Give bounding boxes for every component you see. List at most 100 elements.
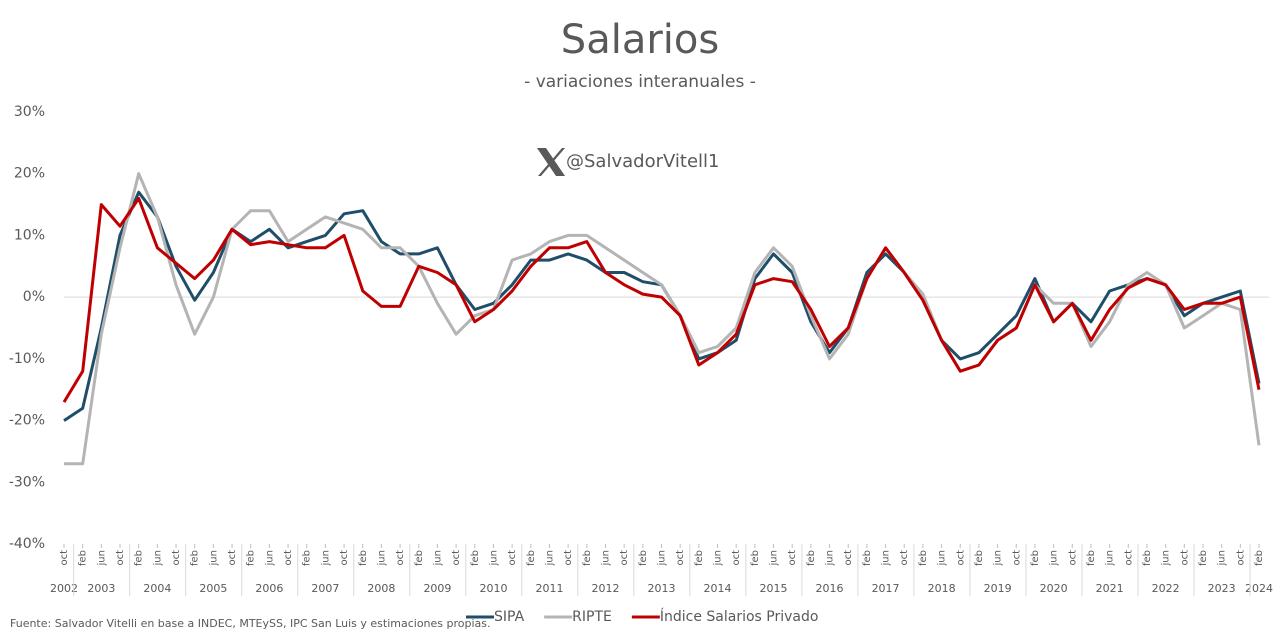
x-tick-label: oct <box>507 550 518 566</box>
x-tick-label: jun <box>993 550 1004 566</box>
x-tick-label: feb <box>526 550 537 566</box>
year-label: 2007 <box>311 582 339 595</box>
x-tick-label: jun <box>1217 550 1228 566</box>
year-label: 2021 <box>1096 582 1124 595</box>
x-tick-label: jun <box>600 550 611 566</box>
year-label: 2024 <box>1245 582 1273 595</box>
year-label: 2022 <box>1152 582 1180 595</box>
legend-label: RIPTE <box>572 609 612 625</box>
series-line <box>62 196 1261 403</box>
legend-label: Índice Salarios Privado <box>660 608 819 625</box>
x-tick-label: feb <box>974 550 985 566</box>
x-tick-label: oct <box>1067 550 1078 566</box>
x-tick-label: oct <box>1123 550 1134 566</box>
x-tick-label: jun <box>208 550 219 566</box>
chart-subtitle: - variaciones interanuales - <box>524 72 756 92</box>
year-label: 2003 <box>87 582 115 595</box>
x-tick-label: oct <box>563 550 574 566</box>
x-tick-label: oct <box>675 550 686 566</box>
y-tick-label: -20% <box>9 413 45 429</box>
x-tick-label: oct <box>451 550 462 566</box>
y-tick-label: -10% <box>9 351 45 367</box>
x-tick-label: feb <box>1086 550 1097 566</box>
x-tick-label: feb <box>1030 550 1041 566</box>
x-tick-label: feb <box>638 550 649 566</box>
x-tick-label: oct <box>283 550 294 566</box>
series-line <box>63 190 1261 422</box>
y-tick-label: 20% <box>14 166 45 182</box>
year-label: 2010 <box>479 582 507 595</box>
series-line <box>64 172 1261 466</box>
source-note: Fuente: Salvador Vitelli en base a INDEC… <box>10 617 491 630</box>
x-tick-label: jun <box>1105 550 1116 566</box>
x-tick-label: feb <box>806 550 817 566</box>
x-tick-label: feb <box>1254 550 1265 566</box>
x-tick-label: jun <box>376 550 387 566</box>
year-label: 2004 <box>143 582 171 595</box>
x-tick-label: feb <box>358 550 369 566</box>
year-label: 2023 <box>1208 582 1236 595</box>
year-label: 2008 <box>367 582 395 595</box>
x-tick-label: feb <box>190 550 201 566</box>
x-tick-label: oct <box>731 550 742 566</box>
x-tick-label: jun <box>769 550 780 566</box>
x-tick-label: feb <box>78 550 89 566</box>
x-tick-label: oct <box>1011 550 1022 566</box>
y-tick-label: 0% <box>23 289 45 305</box>
x-logo <box>537 148 565 176</box>
year-label: 2005 <box>199 582 227 595</box>
y-tick-label: 10% <box>14 227 45 243</box>
year-label: 2017 <box>872 582 900 595</box>
legend-label: SIPA <box>494 609 525 625</box>
x-tick-label: feb <box>862 550 873 566</box>
x-tick-label: jun <box>1161 550 1172 566</box>
x-tick-label: oct <box>227 550 238 566</box>
x-tick-label: jun <box>1049 550 1060 566</box>
year-label: 2011 <box>535 582 563 595</box>
x-tick-label: jun <box>432 550 443 566</box>
year-label: 2014 <box>704 582 732 595</box>
x-tick-label: oct <box>59 550 70 566</box>
x-tick-label: oct <box>1235 550 1246 566</box>
x-tick-label: jun <box>544 550 555 566</box>
year-label: 2002 <box>50 582 78 595</box>
chart-title: Salarios <box>561 17 719 63</box>
y-tick-label: -40% <box>9 536 45 552</box>
x-tick-label: oct <box>395 550 406 566</box>
x-tick-label: feb <box>470 550 481 566</box>
x-tick-label: feb <box>1198 550 1209 566</box>
year-label: 2012 <box>591 582 619 595</box>
x-tick-label: oct <box>787 550 798 566</box>
x-tick-label: feb <box>750 550 761 566</box>
x-tick-label: feb <box>1142 550 1153 566</box>
year-label: 2015 <box>760 582 788 595</box>
year-label: 2019 <box>984 582 1012 595</box>
x-tick-label: feb <box>582 550 593 566</box>
x-tick-label: jun <box>713 550 724 566</box>
year-label: 2020 <box>1040 582 1068 595</box>
x-tick-label: oct <box>619 550 630 566</box>
y-tick-label: 30% <box>14 104 45 120</box>
x-tick-label: jun <box>937 550 948 566</box>
handle: @SalvadorVitell1 <box>566 151 719 172</box>
x-tick-label: feb <box>246 550 257 566</box>
x-tick-label: feb <box>694 550 705 566</box>
x-tick-label: oct <box>171 550 182 566</box>
year-label: 2013 <box>648 582 676 595</box>
x-tick-label: jun <box>320 550 331 566</box>
year-label: 2006 <box>255 582 283 595</box>
x-tick-label: jun <box>96 550 107 566</box>
year-label: 2009 <box>423 582 451 595</box>
y-tick-label: -30% <box>9 474 45 490</box>
x-tick-label: jun <box>488 550 499 566</box>
x-tick-label: feb <box>302 550 313 566</box>
x-tick-label: oct <box>339 550 350 566</box>
x-tick-label: oct <box>1179 550 1190 566</box>
x-tick-label: oct <box>955 550 966 566</box>
x-tick-label: feb <box>918 550 929 566</box>
year-label: 2016 <box>816 582 844 595</box>
x-tick-label: oct <box>843 550 854 566</box>
x-tick-label: jun <box>657 550 668 566</box>
